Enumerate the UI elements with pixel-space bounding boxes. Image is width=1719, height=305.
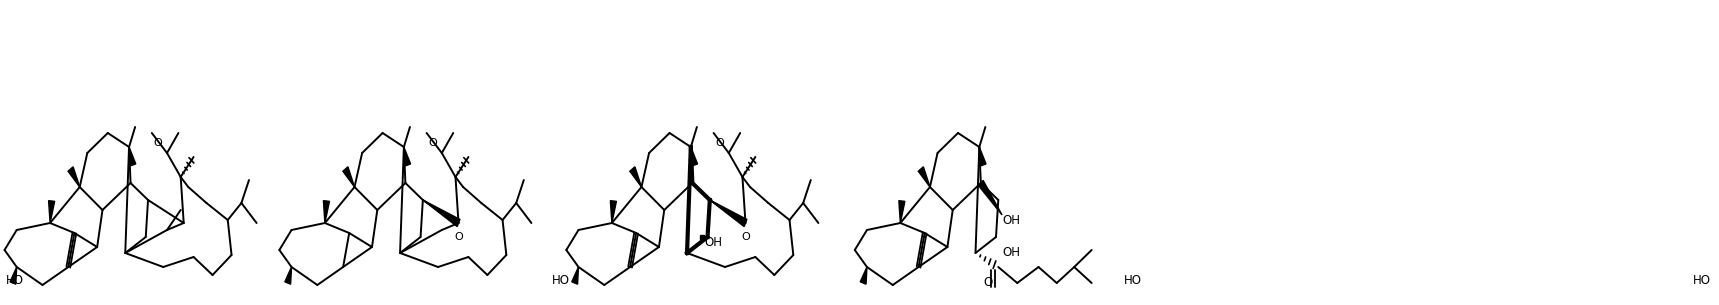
Text: O: O [741, 232, 749, 242]
Polygon shape [285, 267, 292, 284]
Polygon shape [129, 147, 136, 166]
Polygon shape [404, 147, 411, 166]
Polygon shape [629, 167, 641, 187]
Polygon shape [69, 167, 79, 187]
Text: HO: HO [552, 274, 571, 288]
Polygon shape [48, 201, 55, 223]
Text: OH: OH [1002, 214, 1019, 227]
Text: O: O [454, 232, 462, 242]
Polygon shape [918, 167, 930, 187]
Text: HO: HO [1693, 274, 1710, 288]
Polygon shape [980, 147, 987, 166]
Text: O: O [428, 138, 437, 148]
Text: OH: OH [1002, 246, 1019, 260]
Polygon shape [323, 201, 330, 223]
Polygon shape [860, 267, 866, 284]
Text: HO: HO [1124, 274, 1141, 288]
Polygon shape [978, 180, 1002, 215]
Text: OH: OH [705, 236, 722, 249]
Polygon shape [610, 201, 617, 223]
Polygon shape [899, 201, 904, 223]
Polygon shape [342, 167, 354, 187]
Text: O: O [983, 277, 994, 289]
Text: O: O [153, 138, 162, 148]
Text: O: O [715, 138, 724, 148]
Polygon shape [691, 147, 698, 166]
Polygon shape [423, 200, 461, 227]
Polygon shape [572, 267, 579, 284]
Polygon shape [710, 200, 746, 227]
Text: HO: HO [7, 274, 24, 288]
Polygon shape [10, 267, 17, 284]
